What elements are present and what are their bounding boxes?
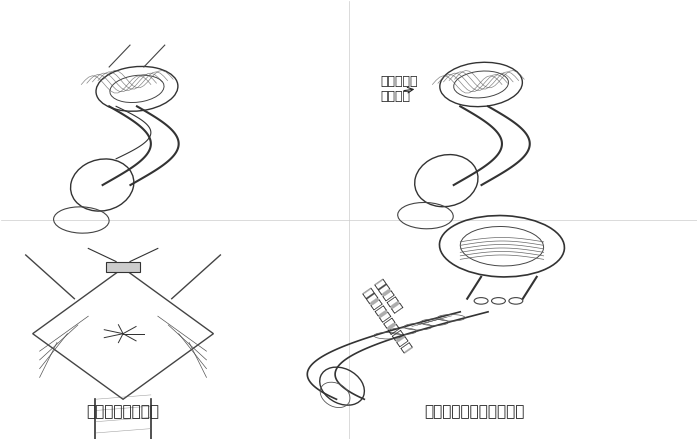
Text: 阴茎会阴解剖侧面: 阴茎会阴解剖侧面: [87, 404, 160, 419]
Text: 阴茎悬韧带
已被切断: 阴茎悬韧带 已被切断: [380, 75, 418, 103]
Text: 切断悬韧带，分离耻骨弓: 切断悬韧带，分离耻骨弓: [424, 404, 524, 419]
Text: 已被切断的
浅、深阴茎悬韧带断面: 已被切断的 浅、深阴茎悬韧带断面: [359, 278, 425, 355]
Bar: [105, 261, 140, 272]
